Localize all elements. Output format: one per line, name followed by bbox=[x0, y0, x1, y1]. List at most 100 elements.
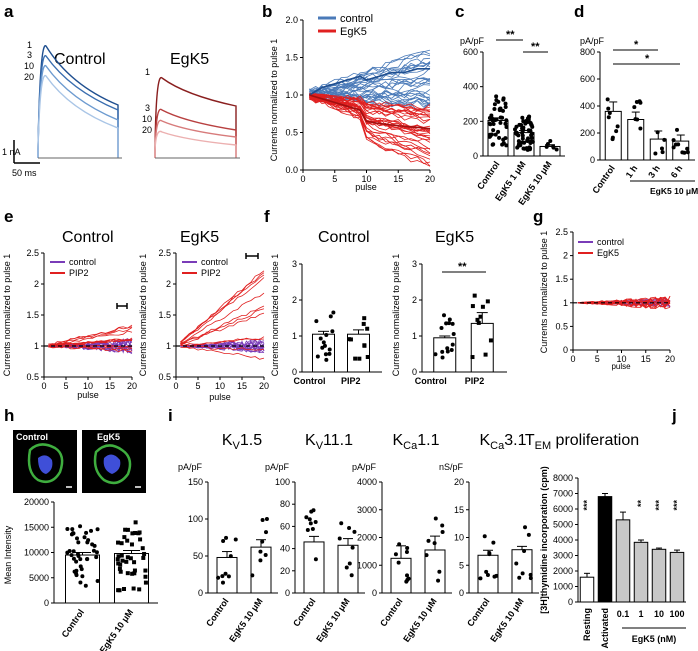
panel-d-point bbox=[635, 117, 640, 122]
panel-h-ytick-label: 20000 bbox=[24, 497, 49, 507]
panel-b: Currents normalized to pulse 1 0.0 0.5 1.0… bbox=[269, 13, 435, 192]
panel-b-ytick-label: 0.5 bbox=[285, 128, 298, 138]
panel-d-point bbox=[662, 137, 667, 142]
panel-e-control-ytick-label: 2.5 bbox=[26, 248, 39, 258]
panel-h-point bbox=[78, 524, 83, 529]
panel-i-sub1-category-label: EgK5 10 μM bbox=[227, 596, 264, 644]
panel-c-point bbox=[504, 125, 509, 130]
panel-h-point bbox=[117, 566, 122, 571]
panel-h-point bbox=[116, 540, 121, 545]
panel-e-control-xtick-label: 10 bbox=[83, 381, 93, 391]
panel-c-point bbox=[527, 114, 532, 119]
panel-h-ytick-label: 0 bbox=[44, 598, 49, 608]
panel-h-point bbox=[71, 531, 76, 536]
panel-c-point bbox=[503, 105, 508, 110]
panel-h-point bbox=[72, 569, 77, 574]
panel-e-egk5-ytick-label: 1.5 bbox=[158, 310, 171, 320]
panel-i-sub3-ytick-label: 4000 bbox=[357, 477, 377, 487]
panel-e-egk5-trace-pip2 bbox=[180, 270, 265, 343]
panel-i-sub4-ytick-label: 10 bbox=[454, 533, 464, 543]
panel-a-scalebar-x-label: 50 ms bbox=[12, 168, 37, 178]
panel-f-control-point bbox=[365, 354, 370, 359]
panel-f-egk5-point bbox=[470, 304, 475, 309]
panel-h-point bbox=[115, 557, 120, 562]
panel-j-ytick-label: 0 bbox=[568, 597, 573, 607]
panel-g-ytick-label: 1.5 bbox=[555, 274, 568, 284]
panel-d-ytick-label: 800 bbox=[580, 47, 595, 57]
panel-f-control-point bbox=[324, 333, 329, 338]
panel-e-control-trace-pip2 bbox=[48, 345, 133, 353]
panel-h-point bbox=[75, 552, 80, 557]
panel-h-nucleus-egk5 bbox=[103, 454, 121, 474]
panel-i-sub2-ytick-label: 40 bbox=[280, 544, 290, 554]
panel-i-sub4-title: KCa3.1 bbox=[480, 432, 527, 452]
panel-h-point bbox=[143, 574, 148, 579]
panel-a-ctrl-pulse-label: 3 bbox=[27, 50, 32, 60]
panel-i-sub1-category-label: Control bbox=[204, 596, 231, 628]
panel-c-ytick-label: 200 bbox=[463, 116, 478, 126]
panel-i-sub2-bar bbox=[337, 544, 359, 594]
panel-h-point bbox=[79, 567, 84, 572]
panel-f-control-point bbox=[318, 336, 323, 341]
panel-e-egk5-trace-pip2 bbox=[180, 305, 265, 346]
panel-h-point bbox=[120, 558, 125, 563]
panel-e-egk5-trace-control bbox=[180, 340, 265, 352]
panel-i-sub1-point bbox=[220, 580, 225, 585]
panel-g-legend-egk5: EgK5 bbox=[597, 248, 619, 258]
panel-i-sub1-point bbox=[228, 554, 233, 559]
panel-e-control-legend-control: control bbox=[69, 257, 96, 267]
panel-d-bar bbox=[627, 119, 645, 161]
panel-d-category-label: 1 h bbox=[624, 163, 640, 179]
panel-h-point bbox=[137, 587, 142, 592]
panel-c-point bbox=[517, 122, 522, 127]
panel-i-sub1-ytick-label: 0 bbox=[198, 588, 203, 598]
panel-e-egk5-xtick-label: 15 bbox=[237, 381, 247, 391]
panel-c-point bbox=[497, 135, 502, 140]
panel-h-point bbox=[122, 586, 127, 591]
panel-i-sub2-point bbox=[313, 557, 318, 562]
panel-d-point bbox=[685, 150, 690, 155]
panel-g-ylabel: Currents normalized to pulse 1 bbox=[539, 231, 549, 354]
panel-f-egk5-point bbox=[449, 348, 454, 353]
panel-c-point bbox=[521, 119, 526, 124]
panel-h-point bbox=[123, 527, 128, 532]
panel-e-control-trace-pip2 bbox=[48, 345, 133, 351]
panel-d-point bbox=[638, 126, 643, 131]
panel-e-egk5-xtick-label: 20 bbox=[259, 381, 269, 391]
panel-j-category-label: 10 bbox=[654, 609, 664, 619]
panel-e-egk5-xtick-label: 0 bbox=[173, 381, 178, 391]
panel-i-sub4-category-label: Control bbox=[465, 596, 492, 628]
panel-j-ylabel: [3H]thymidine incorporation (cpm) bbox=[539, 466, 549, 614]
panel-d-ytick-label: 0 bbox=[590, 155, 595, 165]
panel-h-point bbox=[138, 537, 143, 542]
panel-a-ctrl-pulse-label: 1 bbox=[27, 40, 32, 50]
panel-i-sub2-point bbox=[350, 545, 355, 550]
panel-i-sub4-point bbox=[523, 525, 528, 530]
panel-i-sub3-point bbox=[404, 579, 409, 584]
panel-b-legend-egk5: EgK5 bbox=[340, 26, 367, 38]
panel-a-ctrl-pulse-label: 10 bbox=[24, 61, 34, 71]
panel-h-point bbox=[78, 557, 83, 562]
panel-h-point bbox=[117, 588, 122, 593]
panel-d-point bbox=[676, 142, 681, 147]
panel-label-a: a bbox=[4, 2, 14, 21]
panel-i-sub1-point bbox=[226, 574, 231, 579]
panel-h-point bbox=[122, 535, 127, 540]
panel-j-ytick-label: 7000 bbox=[553, 489, 573, 499]
panel-b-trace-control bbox=[309, 57, 431, 96]
panel-h-point bbox=[74, 573, 79, 578]
panel-i-sub2-title: KV11.1 bbox=[305, 432, 353, 452]
panel-h-point bbox=[125, 538, 130, 543]
panel-b-ytick-label: 1.5 bbox=[285, 53, 298, 63]
panel-c-point bbox=[524, 118, 529, 123]
panel-i-sub3-point bbox=[436, 578, 441, 583]
panel-i-sub1-ytick-label: 100 bbox=[188, 514, 203, 524]
panel-f-control-ytick-label: 2 bbox=[292, 295, 297, 305]
panel-h-point bbox=[132, 571, 137, 576]
panel-f-title-control: Control bbox=[318, 229, 370, 246]
panel-h-point bbox=[70, 527, 75, 532]
panel-b-xlabel: pulse bbox=[355, 182, 377, 192]
panel-c-point bbox=[493, 118, 498, 123]
panel-h-point bbox=[125, 571, 130, 576]
